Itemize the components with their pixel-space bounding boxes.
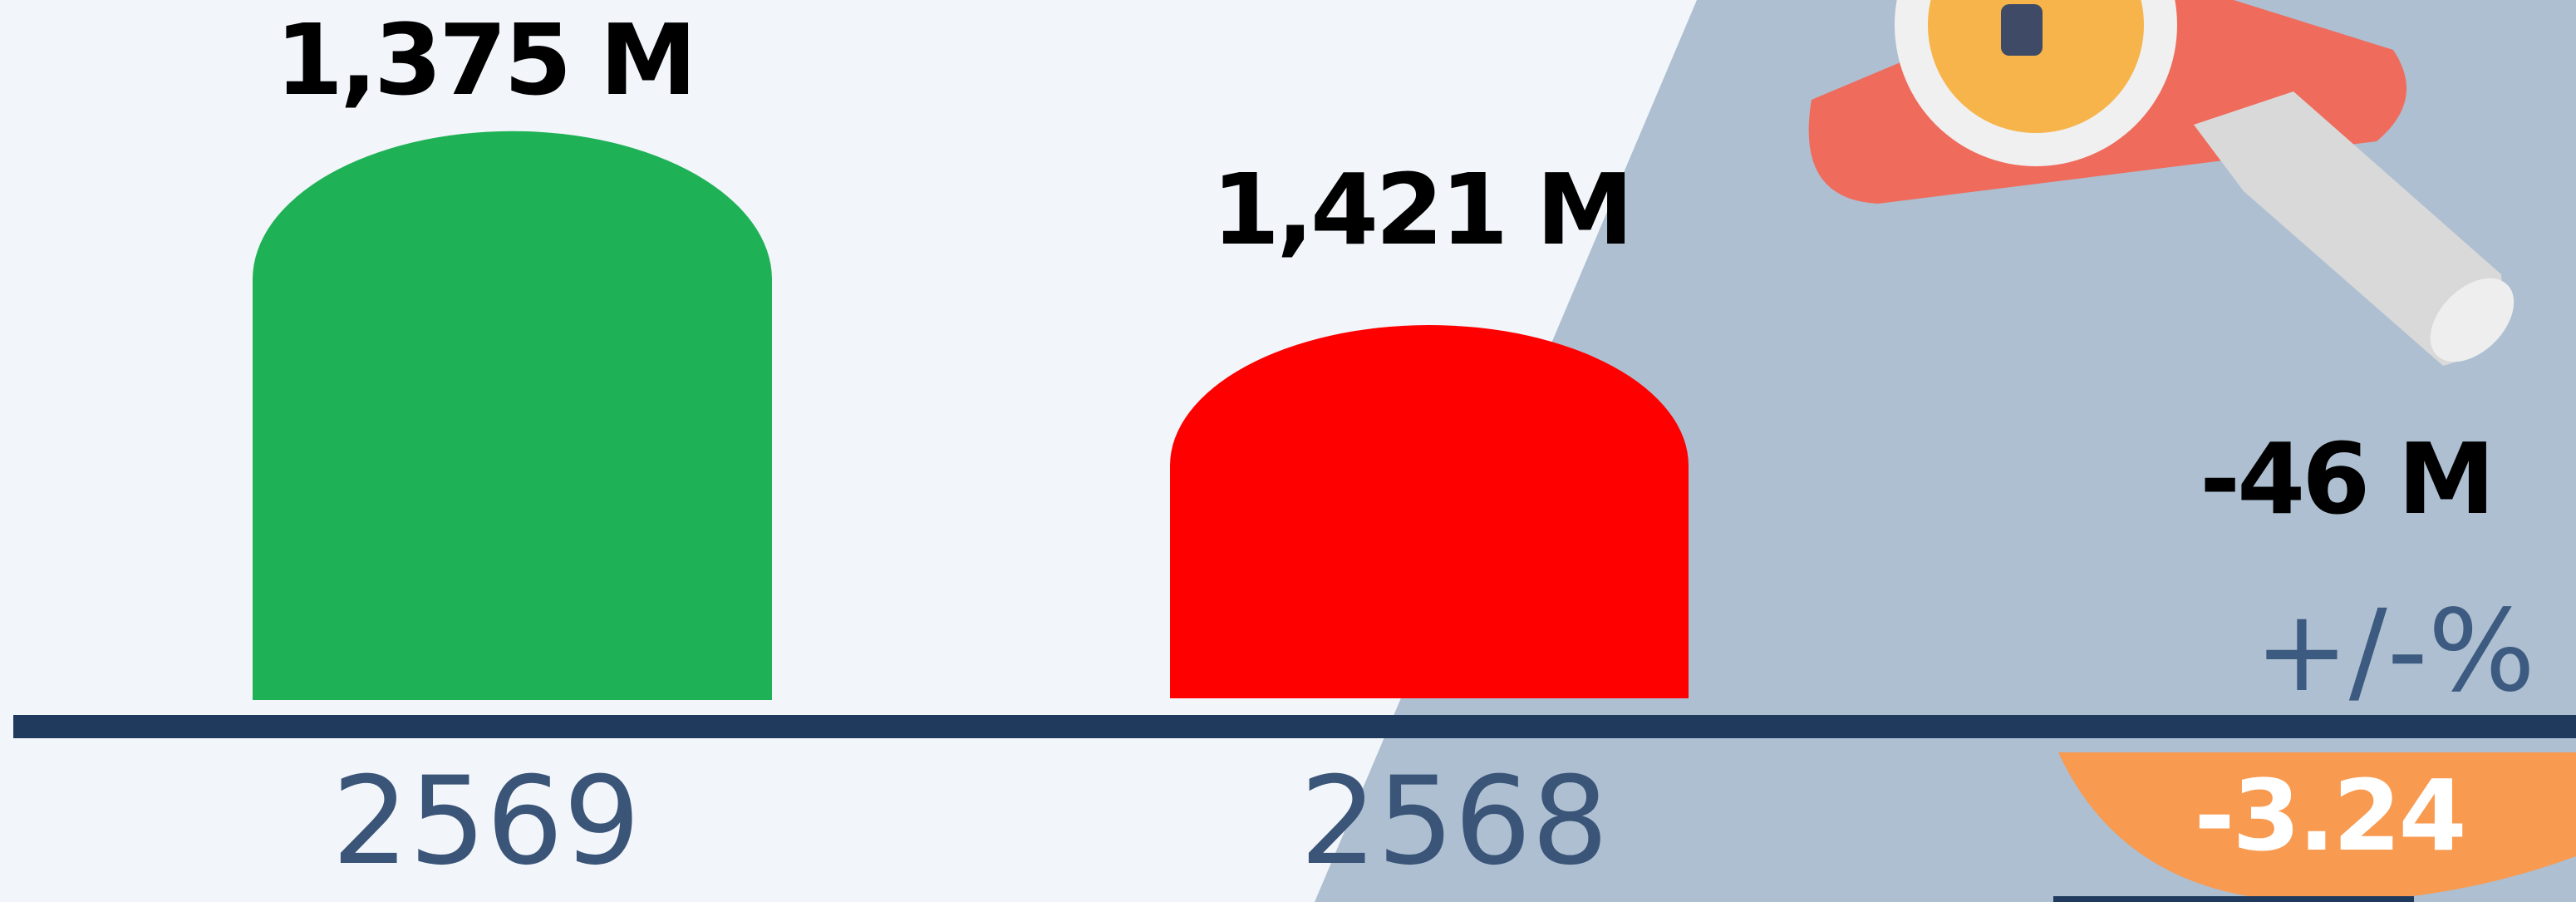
value-label: 1,375 M (275, 2, 694, 117)
value-label: 1,421 M (1212, 152, 1630, 267)
baseline (13, 715, 2576, 738)
change-label: -46 M (2200, 421, 2492, 536)
bar-2569 (253, 131, 772, 700)
bar-2568 (1170, 325, 1689, 698)
percent-header: +/-% (2254, 586, 2535, 717)
percent-value: -3.24 (2194, 758, 2464, 873)
year-label: 2569 (332, 751, 641, 892)
year-label: 2568 (1300, 751, 1609, 892)
badge-underline (2053, 896, 2414, 902)
page: {"items": [ {"value_label": "1,375 M", "… (0, 0, 2576, 902)
infographic: 1,375 M 1,421 M -46 M +/-% 2569 2568 -3.… (0, 0, 2576, 902)
